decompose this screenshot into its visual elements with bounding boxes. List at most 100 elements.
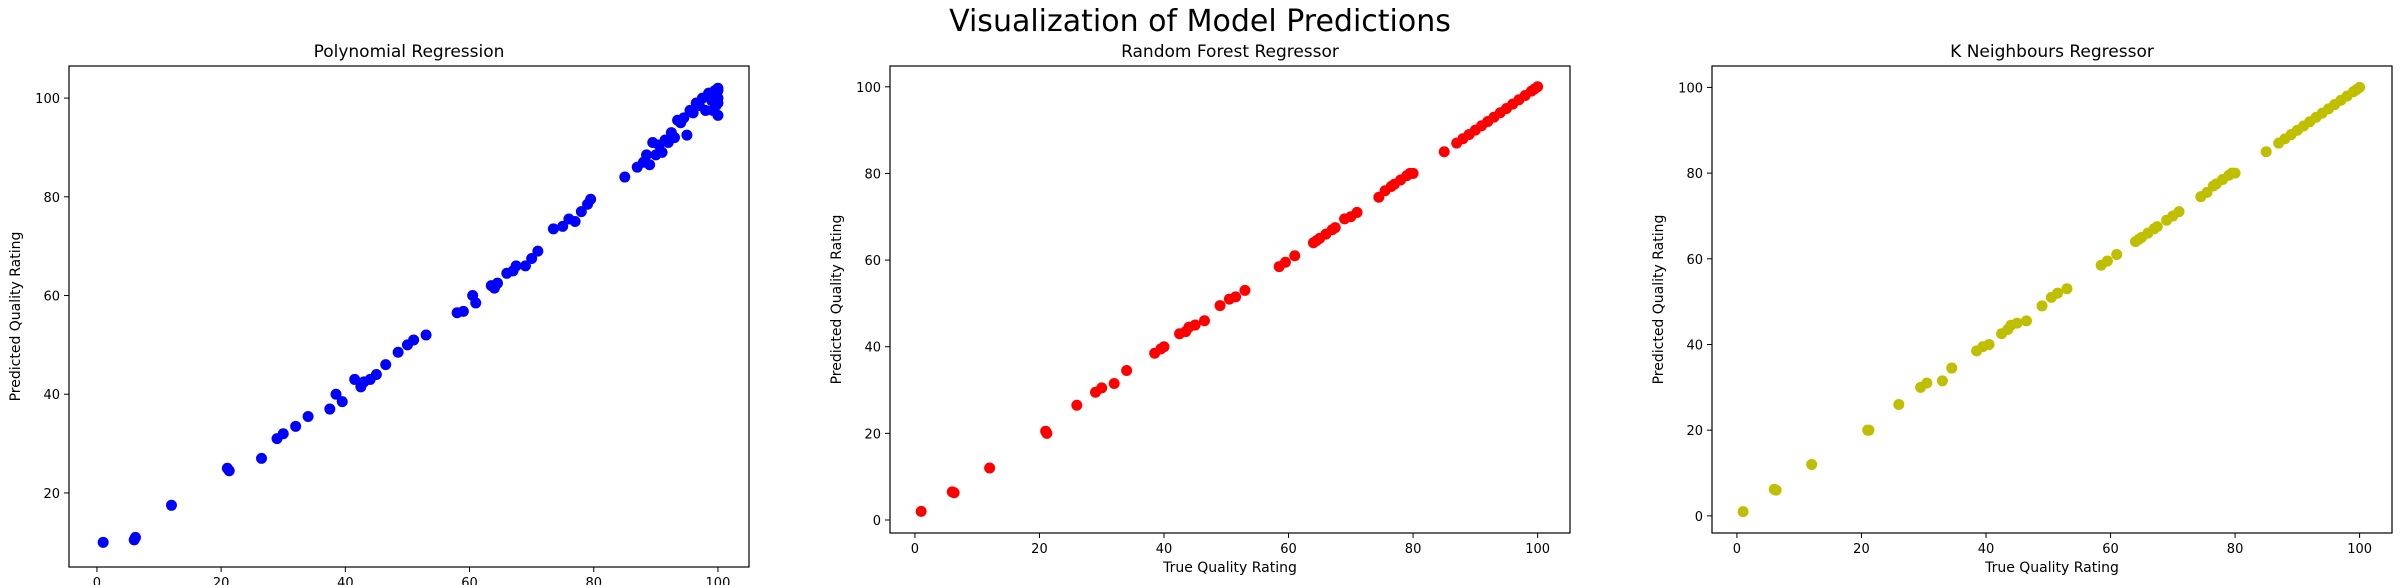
data-point: [1770, 484, 1782, 496]
x-tick-label: 60: [2102, 542, 2119, 557]
y-tick-label: 20: [864, 427, 881, 442]
data-point: [2173, 206, 2185, 218]
plot-frame: [68, 65, 750, 568]
data-point: [569, 215, 581, 227]
data-point: [2036, 300, 2048, 312]
data-point: [2052, 287, 2064, 299]
x-axis-label: True Quality Rating: [1984, 560, 2119, 576]
y-tick-label: 20: [43, 487, 60, 502]
data-point: [420, 329, 432, 341]
data-point: [547, 223, 559, 235]
y-axis-label: Predicted Quality Rating: [829, 215, 845, 385]
x-tick-label: 60: [461, 576, 478, 585]
data-point: [1737, 506, 1749, 518]
x-tick-label: 60: [1280, 542, 1297, 557]
data-point: [641, 149, 653, 161]
data-point: [1983, 338, 1995, 350]
x-tick-label: 100: [1525, 542, 1550, 557]
data-point: [619, 171, 631, 183]
data-point: [1121, 365, 1133, 377]
data-point: [277, 428, 289, 440]
data-point: [948, 487, 960, 499]
data-point: [302, 410, 314, 422]
data-point: [1071, 399, 1083, 411]
data-point: [1806, 458, 1818, 470]
x-tick-label: 40: [1978, 542, 1995, 557]
y-tick-label: 40: [43, 388, 60, 403]
y-tick-label: 0: [1695, 510, 1703, 525]
y-tick-label: 60: [43, 290, 60, 305]
data-point: [1407, 167, 1419, 179]
y-tick-label: 60: [864, 254, 881, 269]
data-point: [1893, 398, 1905, 410]
data-point: [575, 206, 587, 218]
data-point: [2101, 255, 2113, 267]
data-point: [223, 465, 235, 477]
x-tick-label: 0: [911, 542, 919, 557]
data-point: [290, 420, 302, 432]
data-point: [1289, 250, 1301, 262]
x-tick-label: 0: [93, 576, 101, 585]
data-point: [510, 260, 522, 272]
data-point: [526, 253, 538, 265]
data-point: [984, 462, 996, 474]
y-tick-label: 0: [873, 514, 881, 529]
data-point: [1041, 427, 1053, 439]
data-point: [687, 107, 699, 119]
y-axis-label: Predicted Quality Rating: [8, 232, 24, 402]
y-tick-label: 80: [1686, 167, 1703, 182]
x-tick-label: 20: [1853, 542, 1870, 557]
data-point: [2020, 315, 2032, 327]
data-point: [2354, 81, 2366, 93]
y-tick-label: 80: [43, 191, 60, 206]
data-point: [1230, 291, 1242, 303]
data-point: [129, 531, 141, 543]
y-tick-label: 80: [864, 167, 881, 182]
data-point: [1863, 424, 1875, 436]
data-point: [1329, 222, 1341, 234]
data-point: [1946, 362, 1958, 374]
data-point: [1279, 256, 1291, 268]
y-tick-label: 40: [1686, 338, 1703, 353]
plot-frame: [889, 65, 1571, 534]
x-tick-label: 40: [1156, 542, 1173, 557]
data-point: [1239, 284, 1251, 296]
data-point: [712, 85, 724, 97]
y-tick-label: 60: [1686, 253, 1703, 268]
x-tick-label: 20: [213, 576, 230, 585]
data-point: [519, 260, 531, 272]
chart-title: Polynomial Regression: [314, 42, 505, 62]
data-point: [324, 403, 336, 415]
y-tick-label: 100: [856, 81, 881, 96]
data-point: [491, 277, 503, 289]
data-point: [408, 334, 420, 346]
x-tick-label: 100: [706, 576, 731, 585]
data-point: [656, 146, 668, 158]
data-point: [457, 305, 469, 317]
x-tick-label: 80: [1405, 542, 1422, 557]
data-point: [370, 368, 382, 380]
data-point: [644, 159, 656, 171]
x-tick-label: 40: [337, 576, 354, 585]
x-axis-label: True Quality Rating: [1162, 560, 1297, 576]
data-point: [557, 220, 569, 232]
data-point: [678, 112, 690, 124]
data-point: [97, 536, 109, 548]
data-point: [1198, 315, 1210, 327]
data-point: [1438, 146, 1450, 158]
data-point: [1936, 375, 1948, 387]
data-point: [585, 193, 597, 205]
data-point: [2111, 249, 2123, 261]
data-point: [1096, 382, 1108, 394]
data-point: [336, 396, 348, 408]
data-point: [1189, 319, 1201, 331]
y-tick-label: 20: [1686, 424, 1703, 439]
data-point: [532, 245, 544, 257]
data-point: [2260, 146, 2272, 158]
data-point: [392, 346, 404, 358]
data-point: [1921, 377, 1933, 389]
data-point: [2151, 221, 2163, 233]
